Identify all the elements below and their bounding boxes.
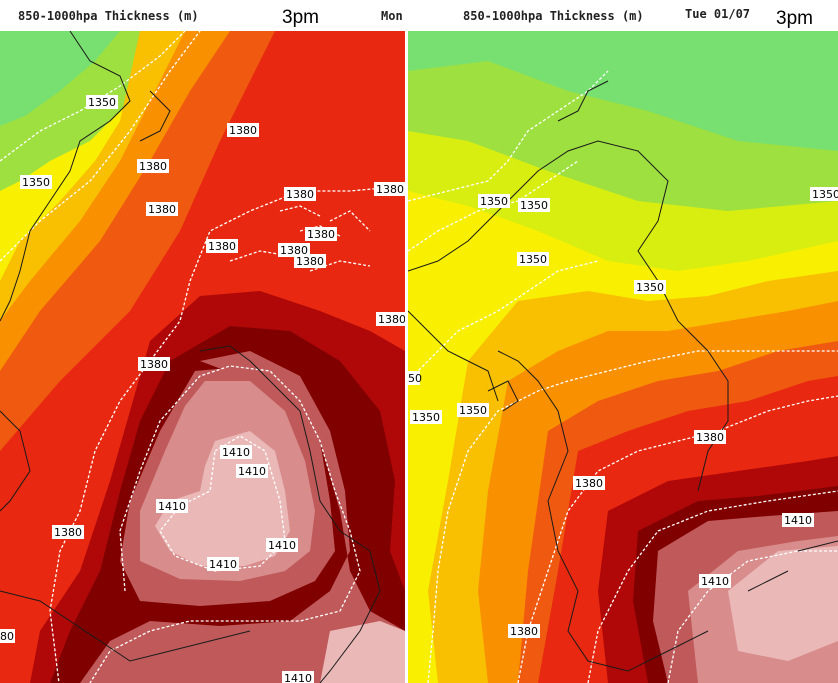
contour-label-r3: 1350 (634, 280, 666, 294)
contour-label-10: 1380 (294, 254, 326, 268)
thickness-map-left: 1350 1350 1380 1380 1380 1380 1380 1380 … (0, 31, 405, 683)
contour-label-3: 1380 (137, 159, 169, 173)
svg-text:1350: 1350 (519, 253, 547, 266)
svg-text:1380: 1380 (229, 124, 257, 137)
svg-text:50: 50 (408, 372, 422, 385)
svg-text:1350: 1350 (480, 195, 508, 208)
svg-text:1380: 1380 (208, 240, 236, 253)
contour-label-9: 1380 (278, 243, 310, 257)
contour-label-14: 1410 (236, 464, 268, 478)
svg-text:1380: 1380 (140, 358, 168, 371)
contour-label-r10: 1380 (508, 624, 540, 638)
forecast-day-right: Tue 01/07 (685, 7, 751, 21)
contour-label-12: 1380 (138, 357, 170, 371)
band-rose (80, 351, 405, 683)
map-panel-left: 850-1000hpa Thickness (m) 3pm Mon (0, 0, 405, 683)
svg-text:1350: 1350 (459, 404, 487, 417)
svg-text:1380: 1380 (296, 255, 324, 268)
svg-text:1350: 1350 (88, 96, 116, 109)
svg-text:1380: 1380 (307, 228, 335, 241)
svg-text:1410: 1410 (701, 575, 729, 588)
map-panel-right: 850-1000hpa Thickness (m) Tue 01/07 3pm (408, 0, 838, 683)
svg-text:1410: 1410 (222, 446, 250, 459)
svg-text:1380: 1380 (378, 313, 405, 326)
panel-header-right: 850-1000hpa Thickness (m) Tue 01/07 3pm (408, 0, 838, 31)
svg-text:1410: 1410 (268, 539, 296, 552)
band-pink-core (728, 546, 838, 661)
svg-text:1380: 1380 (148, 203, 176, 216)
svg-text:1380: 1380 (286, 188, 314, 201)
contour-label-20: 1380 (52, 525, 84, 539)
band-pink-se (320, 621, 405, 683)
contour-label-r9: 1380 (573, 476, 605, 490)
contour-label-8: 1380 (206, 239, 238, 253)
contour-label-16: 1410 (266, 538, 298, 552)
svg-text:1380: 1380 (54, 526, 82, 539)
contour-label-17: 1410 (207, 557, 239, 571)
contour-label-r7: 50 (408, 371, 422, 385)
contour-label-0: 1350 (86, 95, 118, 109)
thickness-map-right: 1350 1350 1350 1350 1350 1350 1350 50 13… (408, 31, 838, 683)
contour-label-5: 1380 (284, 187, 316, 201)
forecast-day-left: Mon (381, 9, 403, 23)
contour-label-r6: 1350 (410, 410, 442, 424)
contour-label-4: 1380 (146, 202, 178, 216)
svg-text:1380: 1380 (510, 625, 538, 638)
contour-label-11: 1380 (376, 312, 405, 326)
contour-label-19: 80 (0, 629, 15, 643)
contour-label-18: 1410 (282, 671, 314, 683)
contour-label-r12: 1410 (699, 574, 731, 588)
forecast-time-left: 3pm (282, 7, 319, 28)
svg-text:1410: 1410 (209, 558, 237, 571)
contour-label-7: 1380 (305, 227, 337, 241)
svg-text:1410: 1410 (158, 500, 186, 513)
panel-divider (405, 0, 408, 683)
svg-text:1380: 1380 (139, 160, 167, 173)
contour-label-1: 1350 (20, 175, 52, 189)
contour-label-r5: 1350 (457, 403, 489, 417)
contour-label-13: 1410 (220, 445, 252, 459)
svg-text:1350: 1350 (812, 188, 838, 201)
svg-text:1380: 1380 (280, 244, 308, 257)
panel-title-left: 850-1000hpa Thickness (m) (18, 9, 199, 23)
svg-text:1410: 1410 (284, 672, 312, 683)
forecast-time-right: 3pm (776, 8, 813, 29)
svg-text:1410: 1410 (784, 514, 812, 527)
band-green-light (0, 31, 120, 126)
contour-label-r1: 1350 (518, 198, 550, 212)
svg-text:1380: 1380 (376, 183, 404, 196)
contour-label-r0: 1350 (478, 194, 510, 208)
svg-text:1380: 1380 (696, 431, 724, 444)
contour-label-2: 1380 (227, 123, 259, 137)
svg-text:1350: 1350 (22, 176, 50, 189)
contour-label-r8: 1380 (694, 430, 726, 444)
contour-label-6: 1380 (374, 182, 405, 196)
panel-header-left: 850-1000hpa Thickness (m) 3pm Mon (0, 0, 405, 31)
svg-text:1350: 1350 (412, 411, 440, 424)
panel-title-right: 850-1000hpa Thickness (m) (463, 9, 644, 23)
contour-label-r11: 1410 (782, 513, 814, 527)
contour-label-15: 1410 (156, 499, 188, 513)
svg-text:80: 80 (0, 630, 14, 643)
svg-text:1410: 1410 (238, 465, 266, 478)
svg-text:1380: 1380 (575, 477, 603, 490)
svg-text:1350: 1350 (636, 281, 664, 294)
contour-label-r4: 1350 (810, 187, 838, 201)
contour-label-r2: 1350 (517, 252, 549, 266)
svg-text:1350: 1350 (520, 199, 548, 212)
